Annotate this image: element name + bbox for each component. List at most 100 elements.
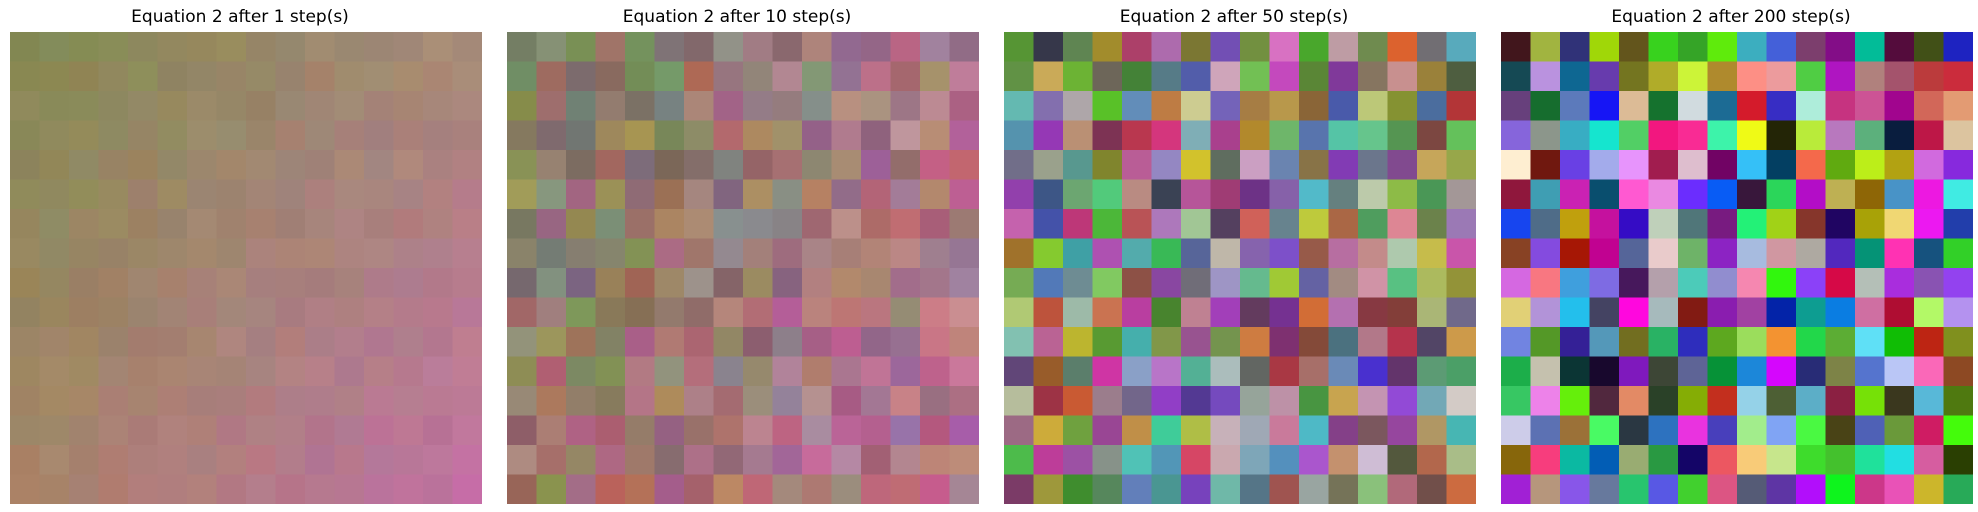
heatmap-cell (334, 150, 365, 180)
heatmap-cell (1358, 209, 1388, 239)
heatmap-cell (1943, 297, 1973, 328)
heatmap-cell (1210, 91, 1241, 121)
heatmap-cell (861, 386, 891, 416)
heatmap-cell (1387, 327, 1418, 357)
heatmap-cell (216, 356, 247, 387)
heatmap-cell (713, 356, 744, 387)
heatmap-cell (743, 91, 773, 121)
heatmap-cell (1181, 150, 1211, 180)
heatmap-cell (187, 415, 217, 446)
heatmap-cell (1446, 474, 1476, 504)
panel-step-10: Equation 2 after 10 step(s) (497, 0, 979, 512)
heatmap-cell (772, 297, 803, 328)
heatmap-cell (861, 474, 891, 504)
heatmap-cell (157, 297, 188, 328)
heatmap-cell (1766, 327, 1797, 357)
heatmap-cell (536, 209, 567, 239)
heatmap-cell (1092, 356, 1123, 387)
heatmap-cell (772, 445, 803, 475)
heatmap-cell (625, 91, 655, 121)
heatmap-cell (1417, 150, 1447, 180)
heatmap-cell (1619, 268, 1649, 298)
heatmap-cell (1328, 150, 1359, 180)
heatmap-cell (305, 327, 335, 357)
heatmap-cell (1648, 327, 1679, 357)
heatmap-cell (452, 91, 482, 121)
heatmap-cell (831, 61, 862, 92)
heatmap-cell (187, 297, 217, 328)
heatmap-cell (1943, 150, 1973, 180)
heatmap-cell (246, 474, 276, 504)
heatmap-cell (625, 445, 655, 475)
heatmap-cell (654, 61, 685, 92)
heatmap-cell (393, 238, 424, 269)
heatmap-cell (305, 120, 335, 151)
heatmap-cell (10, 238, 40, 269)
heatmap-cell (246, 91, 276, 121)
heatmap-cell (507, 474, 537, 504)
heatmap-cell (1417, 238, 1447, 269)
heatmap-cell (507, 209, 537, 239)
heatmap-cell (1914, 32, 1944, 62)
heatmap-cell (423, 238, 453, 269)
heatmap-cell (1122, 91, 1152, 121)
heatmap-cell (1063, 91, 1093, 121)
heatmap-cell (1560, 474, 1590, 504)
panel-step-1: Equation 2 after 1 step(s) (0, 0, 482, 512)
heatmap-cell (1707, 91, 1738, 121)
heatmap-cell (128, 91, 158, 121)
heatmap-cell (1796, 356, 1826, 387)
heatmap-cell (364, 120, 394, 151)
heatmap-cell (1825, 356, 1856, 387)
heatmap-cell (1943, 179, 1973, 210)
heatmap-cell (305, 297, 335, 328)
heatmap-cell (890, 150, 921, 180)
heatmap-cell (1707, 474, 1738, 504)
heatmap-cell (536, 268, 567, 298)
heatmap-cell (1240, 268, 1270, 298)
heatmap-cell (713, 238, 744, 269)
heatmap-cell (743, 386, 773, 416)
heatmap-cell (1446, 32, 1476, 62)
heatmap-cell (831, 209, 862, 239)
heatmap-cell (1943, 238, 1973, 269)
heatmap-cell (1796, 415, 1826, 446)
heatmap-cell (1589, 61, 1620, 92)
heatmap-cell (157, 474, 188, 504)
heatmap-cell (507, 386, 537, 416)
heatmap-cell (275, 238, 306, 269)
heatmap-cell (39, 356, 70, 387)
heatmap-cell (802, 415, 832, 446)
heatmap-cell (1181, 238, 1211, 269)
heatmap-cell (1004, 356, 1034, 387)
heatmap-cell (1678, 386, 1708, 416)
heatmap-cell (128, 268, 158, 298)
heatmap-cell (1914, 327, 1944, 357)
heatmap-cell (98, 179, 129, 210)
heatmap-cell (1943, 209, 1973, 239)
heatmap-cell (1210, 297, 1241, 328)
heatmap-cell (1884, 268, 1915, 298)
heatmap-cell (246, 268, 276, 298)
heatmap-cell (507, 91, 537, 121)
heatmap-cell (625, 297, 655, 328)
heatmap-cell (949, 209, 979, 239)
heatmap-cell (1417, 32, 1447, 62)
heatmap-cell (364, 327, 394, 357)
heatmap-cell (1092, 209, 1123, 239)
heatmap-cell (39, 268, 70, 298)
heatmap-cell (920, 91, 950, 121)
heatmap-cell (1240, 91, 1270, 121)
heatmap-cell (1240, 238, 1270, 269)
heatmap-cell (128, 356, 158, 387)
heatmap-cell (802, 297, 832, 328)
heatmap-cell (1855, 474, 1885, 504)
heatmap-cell (1151, 445, 1182, 475)
heatmap-cell (423, 386, 453, 416)
heatmap-cell (1181, 32, 1211, 62)
heatmap-cell (861, 327, 891, 357)
heatmap-cell (1063, 415, 1093, 446)
heatmap-cell (1678, 61, 1708, 92)
heatmap-cell (1299, 150, 1329, 180)
heatmap-cell (1914, 238, 1944, 269)
